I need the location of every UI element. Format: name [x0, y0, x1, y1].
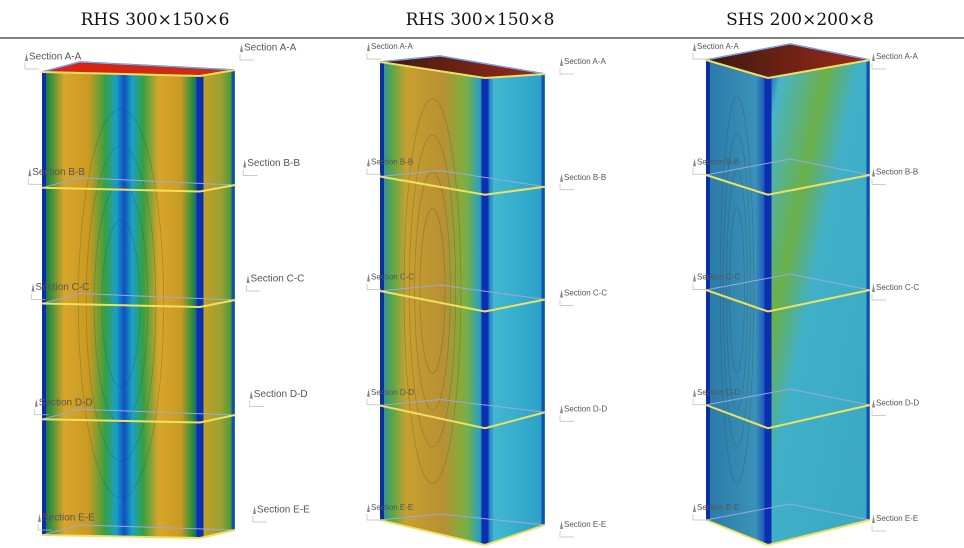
section-marker — [560, 290, 563, 298]
section-marker — [693, 389, 696, 397]
section-label: Section A-A — [697, 42, 739, 51]
section-marker — [693, 274, 696, 282]
panel-title: RHS 300×150×8 — [406, 10, 555, 30]
section-label: Section C-C — [564, 289, 607, 298]
section-box — [240, 54, 254, 60]
section-label: Section C-C — [371, 273, 414, 282]
panel-title: SHS 200×200×8 — [726, 10, 874, 30]
section-marker — [243, 160, 246, 168]
section-label: Section B-B — [247, 158, 300, 169]
section-marker — [872, 284, 875, 292]
section-label: Section A-A — [371, 42, 413, 51]
section-label: Section D-D — [876, 399, 919, 408]
section-marker — [872, 400, 875, 408]
section-label: Section E-E — [371, 503, 413, 512]
section-label: Section E-E — [42, 513, 95, 524]
section-marker — [253, 506, 256, 514]
section-label: Section C-C — [36, 282, 90, 293]
section-marker — [693, 504, 696, 512]
section-box — [367, 284, 381, 290]
column-scan — [380, 56, 545, 545]
section-box — [367, 514, 381, 520]
section-box — [560, 300, 574, 306]
section-label: Section E-E — [257, 505, 310, 516]
section-box — [367, 399, 381, 405]
section-label: Section D-D — [39, 397, 93, 408]
section-label: Section E-E — [876, 514, 918, 523]
section-label: Section D-D — [371, 388, 414, 397]
section-label: Section D-D — [254, 389, 308, 400]
section-marker — [560, 58, 563, 66]
section-label: Section E-E — [564, 520, 606, 529]
section-label: Section E-E — [697, 503, 739, 512]
section-box — [250, 401, 264, 407]
section-box — [28, 178, 42, 184]
section-label: Section B-B — [564, 173, 606, 182]
section-label: Section B-B — [876, 168, 918, 177]
section-box — [872, 525, 886, 531]
section-marker — [367, 43, 370, 51]
section-marker — [367, 274, 370, 282]
section-box — [243, 170, 257, 176]
front-face — [706, 60, 768, 545]
section-label: Section C-C — [876, 283, 919, 292]
section-box — [367, 53, 381, 59]
section-marker — [240, 44, 243, 52]
section-label: Section C-C — [697, 273, 740, 282]
section-marker — [32, 284, 35, 292]
section-marker — [25, 53, 28, 61]
section-box — [560, 68, 574, 74]
section-box — [560, 415, 574, 421]
section-label: Section B-B — [32, 167, 85, 178]
section-box — [693, 53, 707, 59]
section-label: Section A-A — [564, 57, 606, 66]
section-box — [560, 531, 574, 537]
section-label: Section D-D — [564, 404, 607, 413]
front-face — [380, 62, 485, 545]
panel-title: RHS 300×150×6 — [81, 10, 230, 30]
section-label: Section C-C — [251, 274, 305, 285]
section-marker — [693, 158, 696, 166]
section-marker — [35, 399, 38, 407]
section-label: Section B-B — [697, 157, 739, 166]
section-marker — [872, 169, 875, 177]
section-label: Section A-A — [244, 43, 297, 54]
panels: RHS 300×150×6 Section A-A Section A-A Secti… — [25, 10, 919, 545]
section-label: Section A-A — [29, 52, 82, 63]
section-box — [25, 63, 39, 69]
section-marker — [693, 43, 696, 51]
section-marker — [872, 515, 875, 523]
column-scan — [42, 62, 235, 538]
section-box — [693, 168, 707, 174]
section-box — [253, 516, 267, 522]
section-box — [872, 410, 886, 416]
section-label: Section D-D — [697, 388, 740, 397]
side-face — [768, 60, 870, 545]
section-marker — [560, 174, 563, 182]
section-marker — [560, 405, 563, 413]
section-box — [367, 168, 381, 174]
section-marker — [367, 389, 370, 397]
section-marker — [38, 514, 41, 522]
section-marker — [367, 504, 370, 512]
section-box — [693, 399, 707, 405]
figure: RHS 300×150×6 Section A-A Section A-A Secti… — [0, 0, 964, 548]
section-box — [693, 284, 707, 290]
section-label: Section A-A — [876, 52, 918, 61]
column-scan — [706, 44, 870, 545]
section-box — [872, 63, 886, 69]
section-box — [872, 294, 886, 300]
section-box — [872, 179, 886, 185]
section-marker — [367, 158, 370, 166]
section-marker — [560, 521, 563, 529]
section-label: Section B-B — [371, 157, 413, 166]
section-marker — [250, 391, 253, 399]
section-marker — [28, 168, 31, 176]
section-box — [693, 514, 707, 520]
section-box — [560, 184, 574, 190]
section-marker — [247, 275, 250, 283]
section-marker — [872, 53, 875, 61]
section-box — [247, 285, 261, 291]
